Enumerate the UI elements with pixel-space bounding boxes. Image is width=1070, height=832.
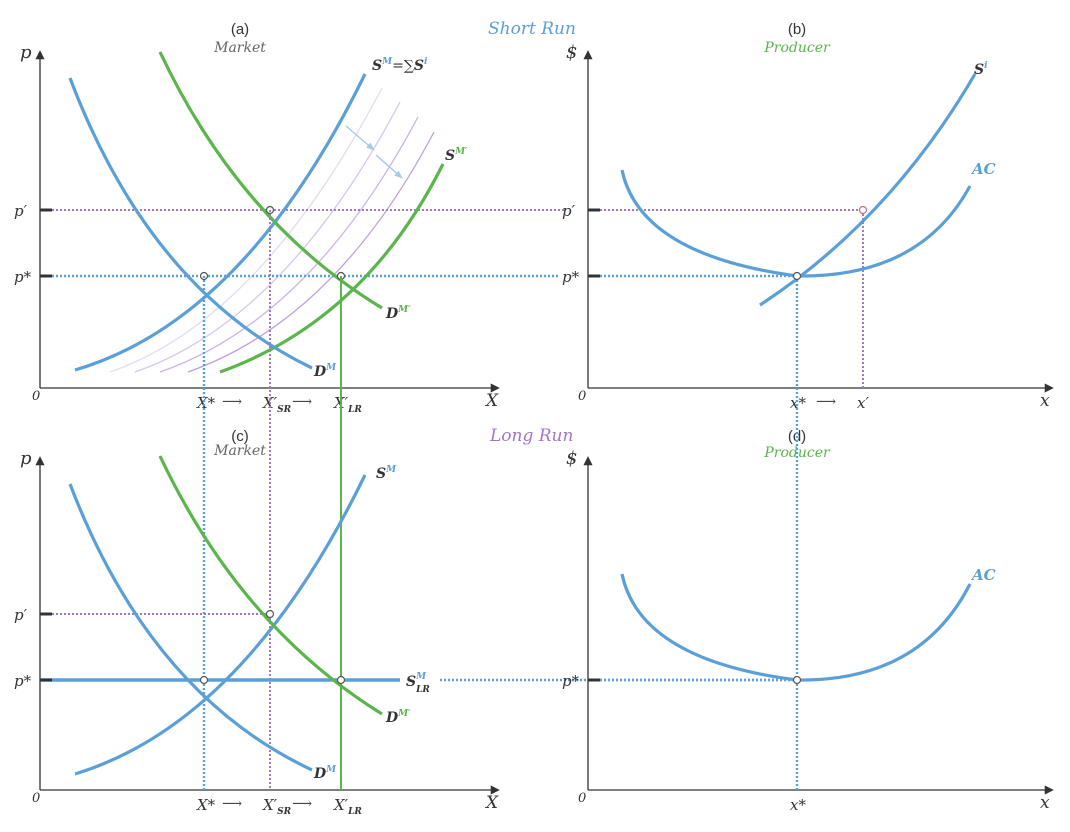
panel-c-subtitle: Market	[213, 443, 266, 459]
panel-a-y-label: p	[20, 42, 32, 63]
supply-curve-si-b	[759, 73, 977, 307]
eq-point-lr-c	[336, 675, 346, 685]
panel-a-subtitle: Market	[213, 40, 266, 56]
eq-point-initial-c	[199, 675, 209, 685]
x-prime-label-b: x′	[857, 394, 869, 412]
eq-point-sr-c	[265, 609, 275, 619]
demand-label-c: DM	[313, 765, 337, 782]
panel-d-origin: 0	[578, 791, 586, 806]
x-arrow-a2: ⟶	[292, 394, 312, 410]
x-lr-label-c: X′LR	[333, 796, 362, 817]
x-sr-label-c: X′SR	[262, 796, 292, 817]
panel-b-subtitle: Producer	[763, 40, 831, 56]
panel-c-y-label: p	[20, 448, 32, 469]
demand-curve-dm	[68, 77, 313, 370]
shift-arrow-1	[345, 125, 375, 151]
short-run-header: Short Run	[488, 19, 576, 39]
panel-b-tag: (b)	[788, 21, 806, 38]
x-star-label-d: x*	[790, 796, 806, 814]
supply-new-label-a: SM′	[445, 147, 468, 164]
panel-b-x-label: x	[1040, 391, 1050, 411]
p-star-label-a: p*	[14, 268, 32, 286]
panel-c-x-label: X	[484, 793, 499, 813]
x-sr-label-a: X′SR	[262, 394, 292, 415]
p-star-label-b: p*	[562, 268, 580, 286]
demand-curve-dm-prime-c	[158, 455, 383, 716]
panel-a-x-label: X	[484, 391, 499, 411]
x-arrow-a1: ⟶	[222, 394, 242, 410]
panel-b: (b) Producer $ x 0 p′ p* x* ⟶ x′ Si AC	[562, 21, 1054, 412]
panel-d: (d) Producer $ x 0 p* x* AC	[562, 388, 1054, 814]
supply-label-b: Si	[974, 61, 988, 78]
panel-a-origin: 0	[32, 389, 40, 404]
x-arrow-b: ⟶	[816, 394, 836, 410]
demand-new-label-a: DM′	[385, 305, 411, 322]
x-lr-label-a: X′LR	[333, 394, 362, 415]
panel-b-origin: 0	[578, 389, 586, 404]
panel-c-tag: (c)	[231, 428, 249, 445]
supply-curve-sm-prime	[219, 163, 445, 374]
panel-b-y-label: $	[566, 42, 577, 63]
demand-new-label-c: DM′	[385, 709, 411, 726]
long-run-header: Long Run	[489, 426, 573, 446]
demand-label-a: DM	[313, 363, 337, 380]
panel-c: (c) Market p X 0 p′ p* X* ⟶ X′SR ⟶ X′LR …	[14, 210, 797, 817]
intermediate-supply-3	[159, 116, 419, 373]
p-prime-label-b: p′	[562, 202, 576, 220]
supply-label-a: SM=∑Si	[372, 57, 428, 74]
lr-supply-label-c: SM LR	[406, 672, 430, 695]
p-prime-label-a: p′	[14, 202, 28, 220]
p-star-label-c: p*	[14, 672, 32, 690]
supply-curve-sm	[74, 73, 367, 372]
x-star-label-c: X*	[196, 796, 216, 814]
panel-a-tag: (a)	[231, 21, 249, 38]
eq-point-initial-b	[792, 271, 802, 281]
panel-d-x-label: x	[1040, 793, 1050, 813]
shift-arrow-2	[375, 154, 403, 179]
demand-curve-dm-prime	[158, 51, 383, 310]
demand-curve-dm-c	[68, 483, 313, 772]
supply-label-c: SM	[376, 465, 397, 482]
ac-curve-b	[620, 169, 972, 278]
ac-label-d: AC	[970, 566, 996, 584]
x-star-label-a: X*	[196, 394, 216, 412]
supply-curve-sm-c	[74, 474, 367, 776]
x-arrow-c1: ⟶	[222, 796, 242, 812]
p-prime-label-c: p′	[14, 606, 28, 624]
eq-point-sr-b	[858, 205, 868, 215]
intermediate-supply-2	[134, 101, 401, 373]
intermediate-supply-4	[187, 131, 435, 373]
eq-point-d	[792, 675, 802, 685]
p-star-label-d: p*	[562, 672, 580, 690]
x-arrow-c2: ⟶	[292, 796, 312, 812]
ac-label-b: AC	[970, 160, 996, 178]
panel-c-origin: 0	[32, 791, 40, 806]
x-star-label-b: x*	[790, 394, 806, 412]
panel-d-y-label: $	[566, 448, 577, 469]
panel-a: (a) Market p X 0 p	[14, 21, 565, 415]
